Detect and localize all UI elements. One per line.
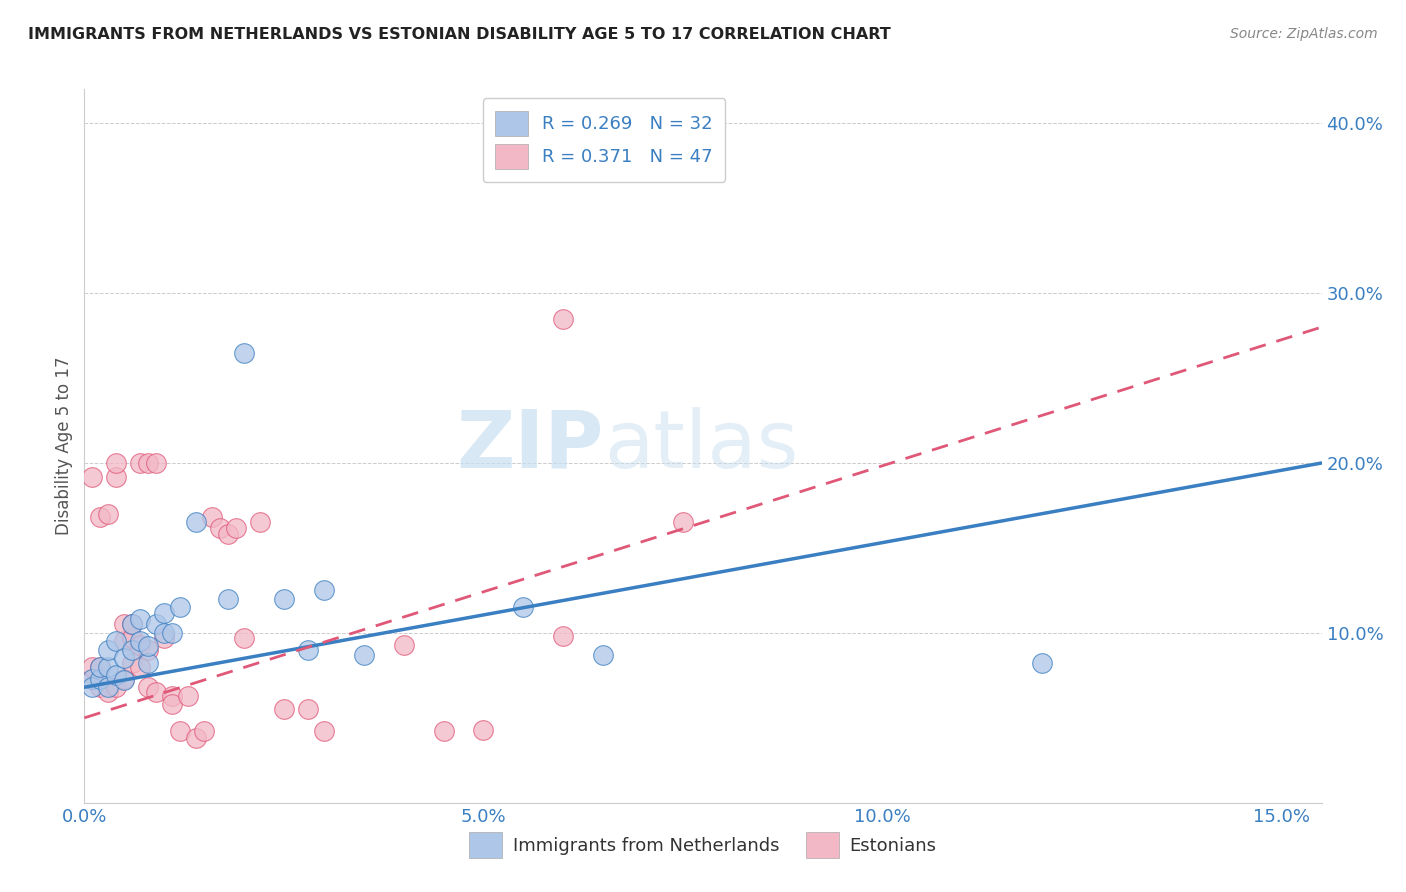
Text: IMMIGRANTS FROM NETHERLANDS VS ESTONIAN DISABILITY AGE 5 TO 17 CORRELATION CHART: IMMIGRANTS FROM NETHERLANDS VS ESTONIAN … <box>28 27 891 42</box>
Point <box>297 643 319 657</box>
Point <box>160 626 183 640</box>
Point <box>97 507 120 521</box>
Text: ZIP: ZIP <box>457 407 605 485</box>
Point <box>82 672 104 686</box>
Point <box>160 698 183 712</box>
Point <box>553 311 575 326</box>
Point <box>112 651 135 665</box>
Point <box>312 724 335 739</box>
Point <box>177 689 200 703</box>
Text: Source: ZipAtlas.com: Source: ZipAtlas.com <box>1230 27 1378 41</box>
Point <box>169 724 191 739</box>
Point <box>153 626 176 640</box>
Point <box>129 638 152 652</box>
Point <box>217 527 239 541</box>
Point <box>121 657 143 671</box>
Point <box>432 724 454 739</box>
Point <box>97 660 120 674</box>
Point <box>129 660 152 674</box>
Point <box>97 685 120 699</box>
Point <box>129 634 152 648</box>
Point <box>1031 657 1053 671</box>
Point <box>193 724 215 739</box>
Point <box>82 660 104 674</box>
Point <box>82 672 104 686</box>
Point <box>89 660 111 674</box>
Point <box>105 634 128 648</box>
Point <box>129 456 152 470</box>
Point <box>184 731 207 746</box>
Point <box>353 648 375 662</box>
Point <box>249 516 271 530</box>
Point <box>392 638 415 652</box>
Legend: Immigrants from Netherlands, Estonians: Immigrants from Netherlands, Estonians <box>463 825 943 865</box>
Y-axis label: Disability Age 5 to 17: Disability Age 5 to 17 <box>55 357 73 535</box>
Point <box>105 668 128 682</box>
Point <box>273 702 295 716</box>
Point <box>160 689 183 703</box>
Point <box>112 634 135 648</box>
Point <box>97 680 120 694</box>
Point <box>89 660 111 674</box>
Point <box>233 631 256 645</box>
Point <box>121 617 143 632</box>
Point <box>136 456 159 470</box>
Point <box>472 723 495 737</box>
Point <box>553 629 575 643</box>
Point <box>82 469 104 483</box>
Point <box>145 617 167 632</box>
Point <box>184 516 207 530</box>
Point <box>136 657 159 671</box>
Point <box>225 520 247 534</box>
Point <box>145 685 167 699</box>
Point <box>153 631 176 645</box>
Point <box>217 591 239 606</box>
Point <box>136 640 159 654</box>
Point <box>233 345 256 359</box>
Point <box>273 591 295 606</box>
Point <box>129 612 152 626</box>
Point <box>105 456 128 470</box>
Point <box>136 680 159 694</box>
Point <box>512 600 534 615</box>
Point <box>145 456 167 470</box>
Point <box>82 680 104 694</box>
Text: atlas: atlas <box>605 407 799 485</box>
Point <box>121 631 143 645</box>
Point <box>112 672 135 686</box>
Point <box>105 469 128 483</box>
Point <box>89 680 111 694</box>
Point <box>112 617 135 632</box>
Point <box>112 673 135 688</box>
Point <box>121 617 143 632</box>
Point <box>592 648 614 662</box>
Point <box>169 600 191 615</box>
Point <box>201 510 224 524</box>
Point <box>97 643 120 657</box>
Point <box>209 520 232 534</box>
Point <box>297 702 319 716</box>
Point <box>121 643 143 657</box>
Point <box>136 643 159 657</box>
Point <box>312 583 335 598</box>
Point <box>105 680 128 694</box>
Point <box>672 516 695 530</box>
Point <box>89 510 111 524</box>
Point <box>153 606 176 620</box>
Point <box>89 672 111 686</box>
